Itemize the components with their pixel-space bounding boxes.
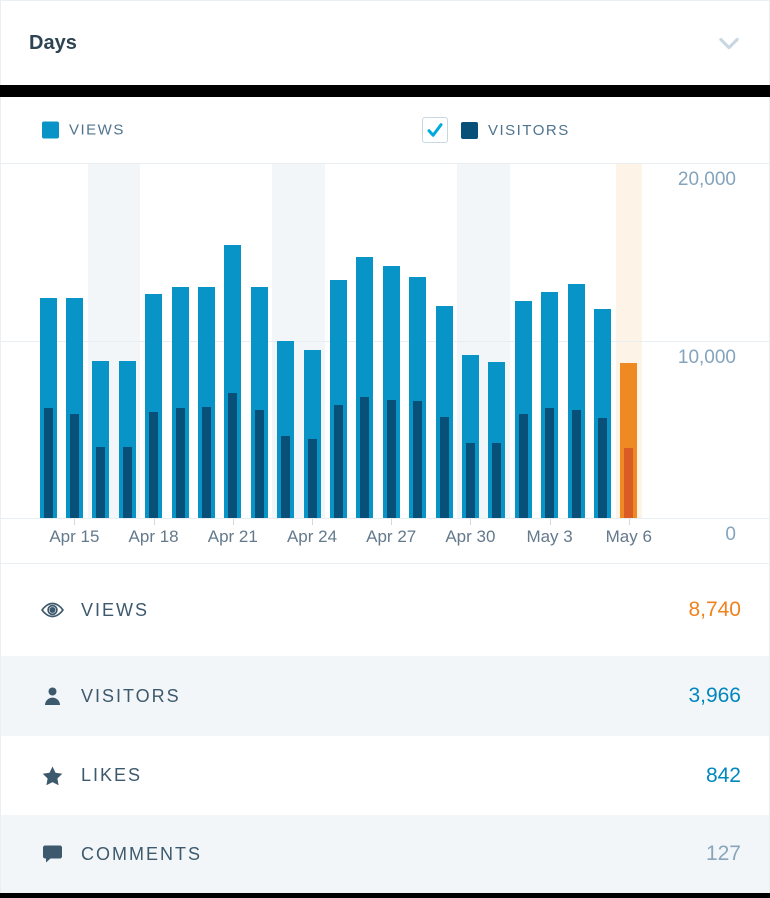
x-axis-tick xyxy=(74,519,76,525)
chart-bar-visitors[interactable] xyxy=(545,407,555,518)
chart-bar-visitors[interactable] xyxy=(597,417,607,518)
chart-bar-visitors[interactable] xyxy=(518,414,528,518)
legend-views-label: VIEWS xyxy=(69,121,125,139)
stat-value: 127 xyxy=(705,842,741,865)
chart-bar-visitors[interactable] xyxy=(43,407,53,518)
y-axis-label: 10,000 xyxy=(677,346,736,368)
views-color-chip xyxy=(42,121,59,139)
visitors-color-chip xyxy=(461,121,478,139)
gridline xyxy=(1,163,769,164)
chart-bar-visitors[interactable] xyxy=(439,416,449,518)
x-axis-label: Apr 27 xyxy=(366,527,417,546)
chart-bar-visitors[interactable] xyxy=(307,439,317,518)
x-axis-label: Apr 15 xyxy=(49,527,100,546)
chart-bar-visitors[interactable] xyxy=(281,436,291,518)
chart-bar-visitors[interactable] xyxy=(69,413,79,518)
chart-bar-visitors[interactable] xyxy=(571,409,581,518)
chevron-down-icon[interactable] xyxy=(715,29,743,57)
chart-bar-visitors[interactable] xyxy=(122,447,132,518)
x-axis-label: Apr 24 xyxy=(286,527,338,546)
x-axis-label: May 6 xyxy=(605,527,652,546)
period-title: Days xyxy=(29,31,77,54)
legend-item-visitors: VISITORS xyxy=(422,117,570,143)
top-separator-bar xyxy=(0,85,770,97)
stat-row-views[interactable]: VIEWS 8,740 xyxy=(1,564,769,656)
person-icon xyxy=(39,684,66,708)
x-axis-tick xyxy=(549,519,551,525)
chart-bar-visitors[interactable] xyxy=(465,443,475,518)
period-header: Days xyxy=(1,1,769,85)
stat-row-comments[interactable]: COMMENTS 127 xyxy=(1,815,769,893)
chart-bar-visitors[interactable] xyxy=(360,397,370,518)
stat-label: VIEWS xyxy=(81,599,150,620)
stat-value: 3,966 xyxy=(688,684,741,707)
eye-icon xyxy=(39,598,66,622)
y-axis-label: 0 xyxy=(725,524,736,545)
x-axis-tick xyxy=(153,519,155,525)
checkmark-icon xyxy=(427,123,443,137)
x-axis-tick xyxy=(232,519,234,525)
chart-bar-visitors[interactable] xyxy=(228,392,238,518)
bottom-separator-bar xyxy=(0,893,770,898)
stat-value: 842 xyxy=(705,763,741,787)
x-axis-tick xyxy=(391,519,393,525)
x-axis-tick xyxy=(628,519,630,525)
chart-bar-visitors[interactable] xyxy=(149,412,159,518)
bar-chart: 0 10,000 20,000 Apr 15 Apr 18 Apr 21 Apr 24 Apr… xyxy=(1,163,769,563)
legend-visitors-label: VISITORS xyxy=(488,121,570,139)
stat-label: VISITORS xyxy=(81,685,181,706)
stat-label: COMMENTS xyxy=(81,843,202,864)
gridline xyxy=(1,518,769,519)
stat-label: LIKES xyxy=(81,765,143,785)
chart-bar-visitors[interactable] xyxy=(386,399,396,518)
chart-bar-visitors[interactable] xyxy=(624,447,634,518)
x-axis-label: Apr 21 xyxy=(207,527,258,546)
stat-value: 8,740 xyxy=(688,598,741,621)
stat-row-likes[interactable]: LIKES 842 xyxy=(1,736,769,815)
visitors-checkbox[interactable] xyxy=(422,117,448,143)
legend-item-views: VIEWS xyxy=(42,121,125,139)
x-axis-label: Apr 30 xyxy=(445,527,496,546)
chart-bar-visitors[interactable] xyxy=(175,407,185,518)
chart-bar-visitors[interactable] xyxy=(413,400,423,518)
chart-legend: VIEWS VISITORS xyxy=(1,97,769,163)
chart-bar-visitors[interactable] xyxy=(201,407,211,518)
star-icon xyxy=(39,764,66,788)
chart-bar-visitors[interactable] xyxy=(254,409,264,518)
x-axis-tick xyxy=(470,519,472,525)
x-axis-label: May 3 xyxy=(526,527,573,546)
x-axis-tick xyxy=(312,519,313,525)
chart-bar-visitors[interactable] xyxy=(96,447,106,518)
y-axis-label: 20,000 xyxy=(677,169,736,190)
comment-icon xyxy=(39,842,66,866)
stats-list: VIEWS 8,740 VISITORS 3,966 LIKES 842 COM… xyxy=(1,563,769,893)
x-axis-label: Apr 18 xyxy=(128,527,179,546)
stat-row-visitors[interactable]: VISITORS 3,966 xyxy=(1,656,769,736)
chart-bar-visitors[interactable] xyxy=(492,443,502,518)
chart-bar-visitors[interactable] xyxy=(333,405,343,518)
